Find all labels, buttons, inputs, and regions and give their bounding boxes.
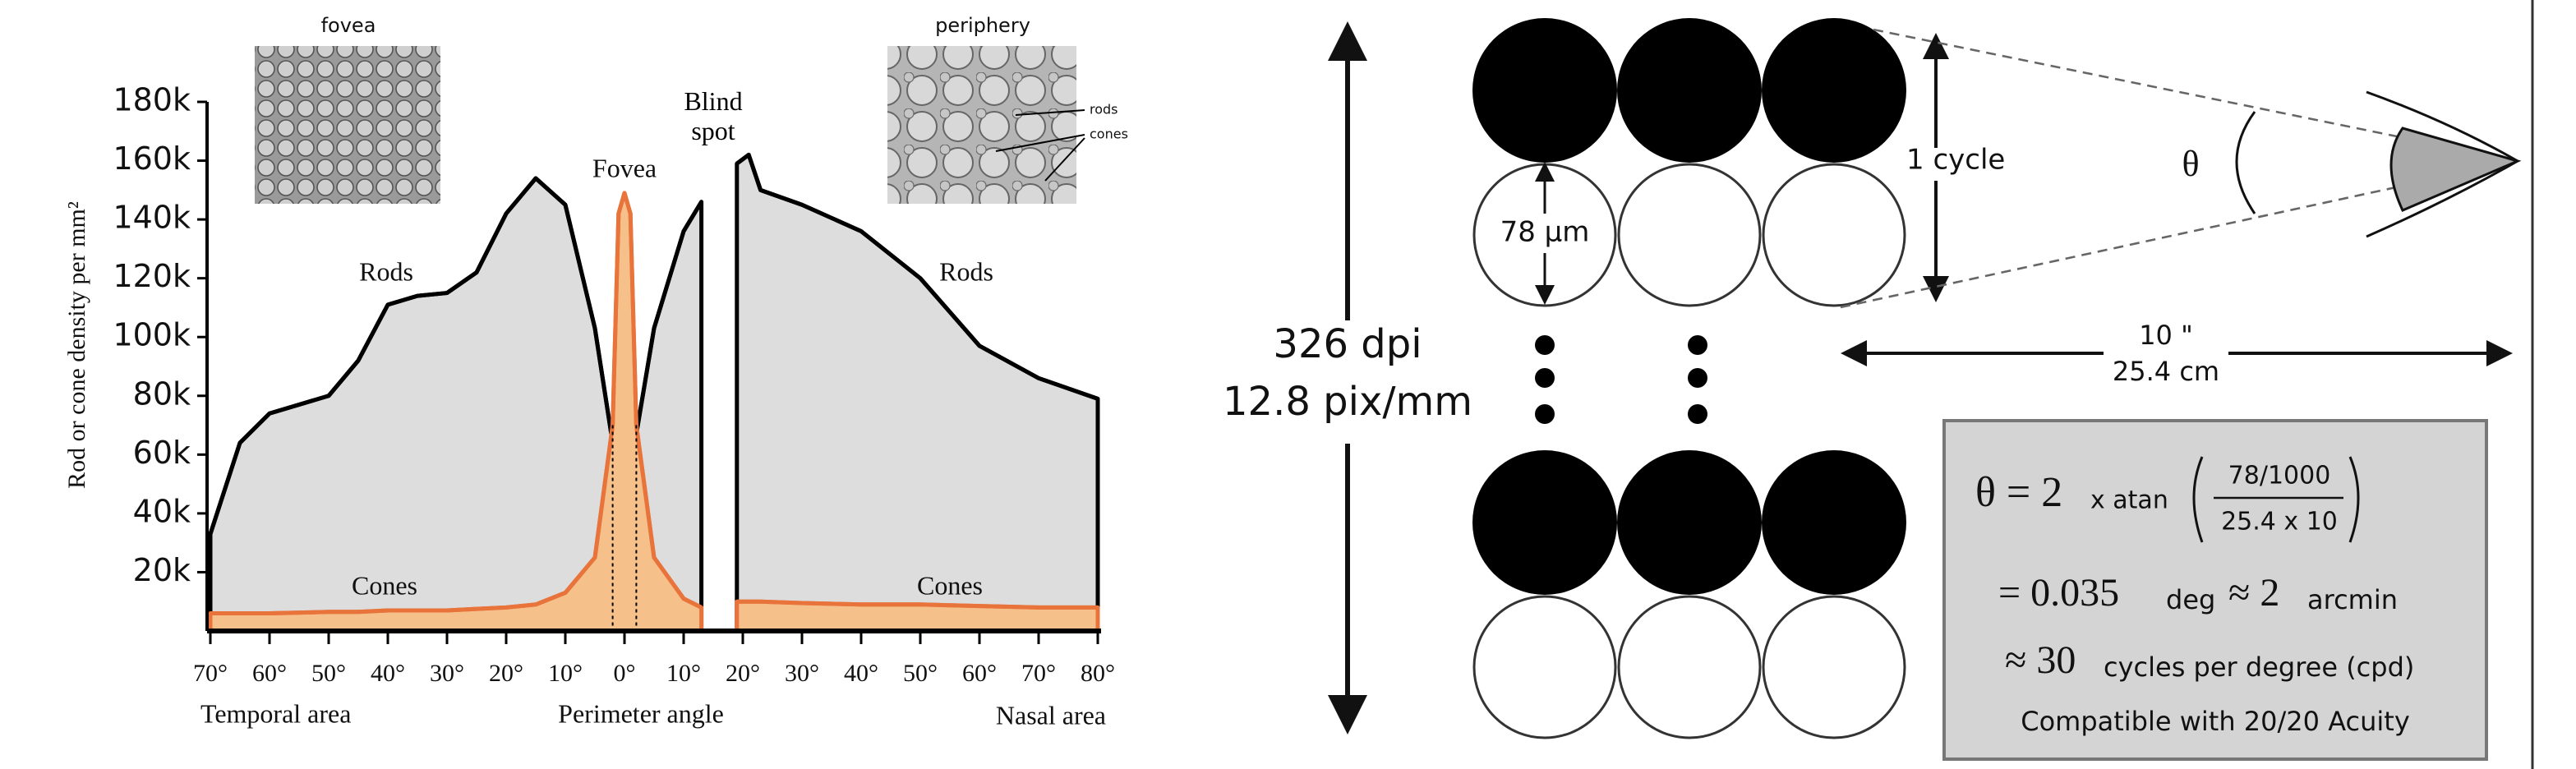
formula: 78/1000 bbox=[2228, 462, 2331, 490]
x-tick-label: 30° bbox=[785, 660, 819, 687]
dot bbox=[1535, 404, 1555, 424]
pixel-size: 78 µm bbox=[1500, 216, 1590, 249]
y-axis-label: Rod or cone density per mm² bbox=[63, 201, 90, 489]
resolution: 326 dpi bbox=[1273, 321, 1422, 367]
x-tick-label: 20° bbox=[726, 660, 760, 687]
formula: 25.4 x 10 bbox=[2221, 508, 2338, 536]
x-tick-label: 70° bbox=[193, 660, 228, 687]
white-pixel bbox=[1617, 595, 1762, 739]
dot bbox=[1688, 368, 1707, 388]
x-tick-label: 30° bbox=[430, 660, 464, 687]
y-tick-label: 20k bbox=[133, 552, 191, 588]
label-bg bbox=[1492, 214, 1597, 253]
series-line bbox=[210, 191, 703, 616]
y-tick-label: 40k bbox=[133, 493, 191, 529]
dot bbox=[1688, 335, 1707, 355]
diagram: 326 dpi 12.8 pix/mm 78 µm 1 cycle θ 10 "… bbox=[1223, 0, 2534, 769]
annotation: Nasal area bbox=[996, 700, 1106, 730]
formula: ≈ 2 bbox=[2228, 571, 2279, 615]
series-label: Rods bbox=[939, 256, 993, 286]
y-tick-label: 140k bbox=[113, 200, 191, 236]
x-tick-label: 10° bbox=[548, 660, 583, 687]
resolution: 12.8 pix/mm bbox=[1223, 379, 1472, 425]
inset-label: cones bbox=[1090, 127, 1128, 142]
inset-label: rods bbox=[1090, 102, 1118, 117]
black-pixel bbox=[1762, 18, 1906, 163]
inset-image bbox=[255, 46, 440, 204]
white-pixel bbox=[1762, 163, 1906, 307]
inset-title: fovea bbox=[321, 14, 376, 37]
annotation: Blind spot bbox=[684, 89, 743, 146]
formula: deg bbox=[2166, 584, 2215, 615]
dot bbox=[1535, 368, 1555, 388]
x-tick-label: 50° bbox=[311, 660, 346, 687]
dot bbox=[1688, 404, 1707, 424]
black-pixel bbox=[1617, 18, 1762, 163]
angle: θ bbox=[2182, 144, 2199, 184]
series-label: Rods bbox=[359, 256, 413, 286]
paren bbox=[2192, 456, 2204, 543]
white-pixel bbox=[1617, 163, 1762, 307]
area-fill bbox=[735, 152, 1100, 633]
pointer bbox=[995, 134, 1085, 152]
annotation: Temporal area bbox=[200, 698, 351, 728]
x-tick-label: 60° bbox=[252, 660, 287, 687]
eye bbox=[2389, 127, 2522, 212]
formula: = 0.035 bbox=[1998, 571, 2119, 615]
y-tick-label: 80k bbox=[133, 375, 191, 412]
pointer bbox=[1044, 137, 1085, 182]
plot: 20k 40k 60k 80k 100k 120k 140k 160k 180k 70° 60° 50… bbox=[113, 82, 1115, 687]
y-tick-label: 160k bbox=[113, 140, 191, 177]
formula: arcmin bbox=[2307, 584, 2398, 615]
y-tick-label: 120k bbox=[113, 258, 191, 294]
series-line bbox=[735, 152, 1099, 401]
black-pixel bbox=[1472, 450, 1617, 595]
annotation-box: Blind spot bbox=[684, 89, 743, 146]
y-tick-label: 60k bbox=[133, 435, 191, 471]
series-line bbox=[736, 599, 1098, 610]
formula-box bbox=[1942, 419, 2488, 761]
formula: θ = 2 bbox=[1975, 469, 2062, 516]
x-tick-label: 50° bbox=[903, 660, 938, 687]
x-tick-label: 10° bbox=[666, 660, 701, 687]
x-tick-label: 20° bbox=[489, 660, 523, 687]
series-label: Cones bbox=[352, 570, 417, 600]
paren bbox=[2348, 456, 2360, 543]
black-pixel bbox=[1472, 18, 1617, 163]
white-pixel bbox=[1762, 595, 1906, 739]
x-tick-label: 80° bbox=[1081, 660, 1115, 687]
distance: 25.4 cm bbox=[2113, 356, 2219, 387]
formula-note: Compatible with 20/20 Acuity bbox=[2021, 706, 2410, 737]
x-tick-label: 40° bbox=[844, 660, 878, 687]
y-tick-label: 100k bbox=[113, 317, 191, 353]
black-pixel bbox=[1762, 450, 1906, 595]
x-tick-label: 70° bbox=[1021, 660, 1056, 687]
angle-arc bbox=[2235, 111, 2256, 214]
dot bbox=[1535, 335, 1555, 355]
x-tick-label: 40° bbox=[371, 660, 405, 687]
white-pixel bbox=[1472, 595, 1617, 739]
formula: cycles per degree (cpd) bbox=[2104, 652, 2414, 683]
black-pixel bbox=[1617, 450, 1762, 595]
x-axis-label: Perimeter angle bbox=[558, 698, 724, 728]
pointer bbox=[1015, 109, 1085, 116]
label-bg bbox=[2104, 322, 2228, 391]
formula: ≈ 30 bbox=[2005, 638, 2076, 682]
formula: x atan bbox=[2090, 486, 2168, 515]
inset-title: periphery bbox=[935, 14, 1030, 37]
annotation: Fovea bbox=[592, 153, 657, 182]
series-label: Cones bbox=[917, 570, 983, 600]
y-tick-label: 180k bbox=[113, 82, 191, 118]
x-tick-label: 60° bbox=[962, 660, 997, 687]
distance: 10 " bbox=[2139, 320, 2193, 351]
x-tick-label: 0° bbox=[614, 660, 636, 687]
cycle: 1 cycle bbox=[1906, 144, 2005, 177]
inset-image bbox=[887, 46, 1076, 204]
